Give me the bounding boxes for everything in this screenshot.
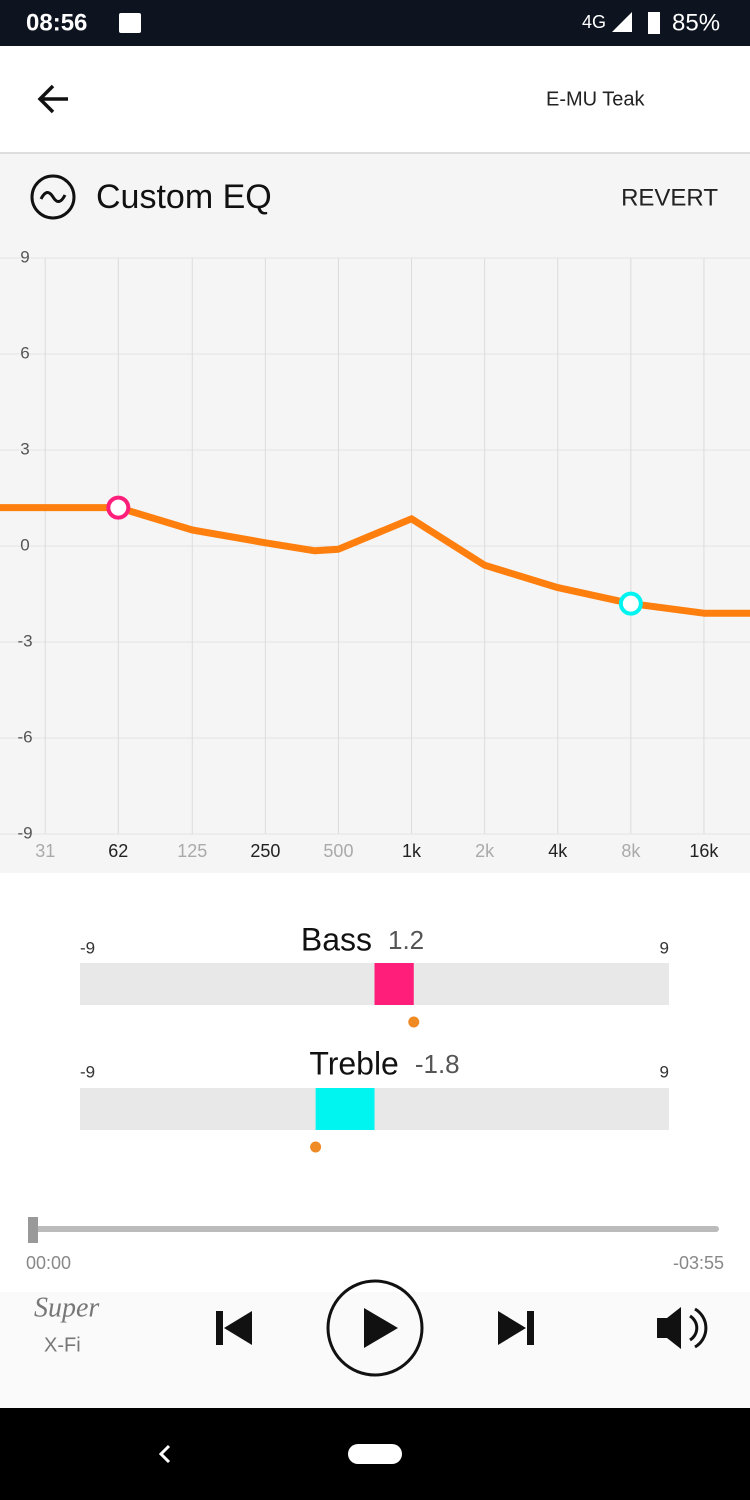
device-name: E-MU Teak (546, 88, 646, 110)
x-tick-label: 62 (108, 841, 128, 861)
x-tick-label: 8k (621, 841, 641, 861)
player-bar (0, 1292, 750, 1408)
next-button[interactable] (498, 1311, 534, 1345)
slider-min: -9 (80, 1062, 95, 1081)
y-tick-label: -9 (17, 823, 32, 842)
nav-home[interactable] (348, 1444, 402, 1464)
status-battery: 85% (672, 9, 720, 36)
eq-icon (30, 174, 76, 220)
y-tick-label: 0 (20, 535, 29, 554)
battery-icon (648, 12, 660, 34)
status-time: 08:56 (26, 9, 87, 36)
progress-handle[interactable] (28, 1217, 38, 1243)
status-bar (0, 0, 750, 46)
signal-icon (612, 12, 632, 32)
y-tick-label: 9 (20, 247, 29, 266)
treble-handle (618, 591, 643, 616)
slider-indicator (408, 1016, 420, 1028)
x-tick-label: 31 (35, 841, 55, 861)
play-button[interactable] (326, 1279, 424, 1377)
volume-button[interactable] (657, 1307, 708, 1349)
next-bar (527, 1311, 534, 1345)
y-tick-label: 6 (20, 343, 29, 362)
revert-button[interactable]: REVERT (621, 184, 718, 211)
y-tick-label: 3 (20, 439, 29, 458)
y-tick-label: -6 (17, 727, 32, 746)
elapsed-time: 00:00 (26, 1253, 71, 1273)
slider-max: 9 (660, 1062, 669, 1081)
x-tick-label: 2k (475, 841, 495, 861)
eq-title: Custom EQ (96, 178, 272, 216)
slider-label: Bass (301, 921, 372, 957)
slider-thumb[interactable] (374, 963, 414, 1005)
bass-handle (106, 495, 131, 520)
x-tick-label: 1k (402, 841, 422, 861)
slider-thumb[interactable] (315, 1088, 375, 1130)
nav-back[interactable] (158, 1444, 171, 1464)
speaker-icon (657, 1307, 681, 1349)
slider-min: -9 (80, 938, 95, 957)
speaker-wave (694, 1307, 708, 1349)
logo-line1: Super (34, 1292, 99, 1323)
previous-button[interactable] (216, 1311, 252, 1345)
logo-line2: X-Fi (44, 1334, 81, 1356)
slider-value: 1.2 (388, 925, 424, 955)
previous-bar (216, 1311, 223, 1345)
x-tick-label: 250 (250, 841, 280, 861)
image-icon (119, 13, 141, 33)
eq-curve (0, 504, 750, 617)
x-tick-label: 4k (548, 841, 568, 861)
x-tick-label: 125 (177, 841, 207, 861)
x-tick-label: 500 (323, 841, 353, 861)
slider-value: -1.8 (415, 1049, 460, 1079)
remaining-time: -03:55 (673, 1253, 724, 1273)
slider-indicator (310, 1141, 322, 1153)
y-tick-label: -3 (17, 631, 32, 650)
speaker-wave (689, 1314, 699, 1342)
play-icon (364, 1308, 398, 1348)
x-tick-label: 16k (689, 841, 719, 861)
slider-label: Treble (309, 1045, 399, 1081)
status-network: 4G (582, 12, 606, 32)
next-arrow (498, 1311, 526, 1345)
slider-max: 9 (660, 938, 669, 957)
previous-arrow (224, 1311, 252, 1345)
back-button[interactable] (37, 84, 68, 114)
eq-icon-wave (39, 191, 67, 203)
